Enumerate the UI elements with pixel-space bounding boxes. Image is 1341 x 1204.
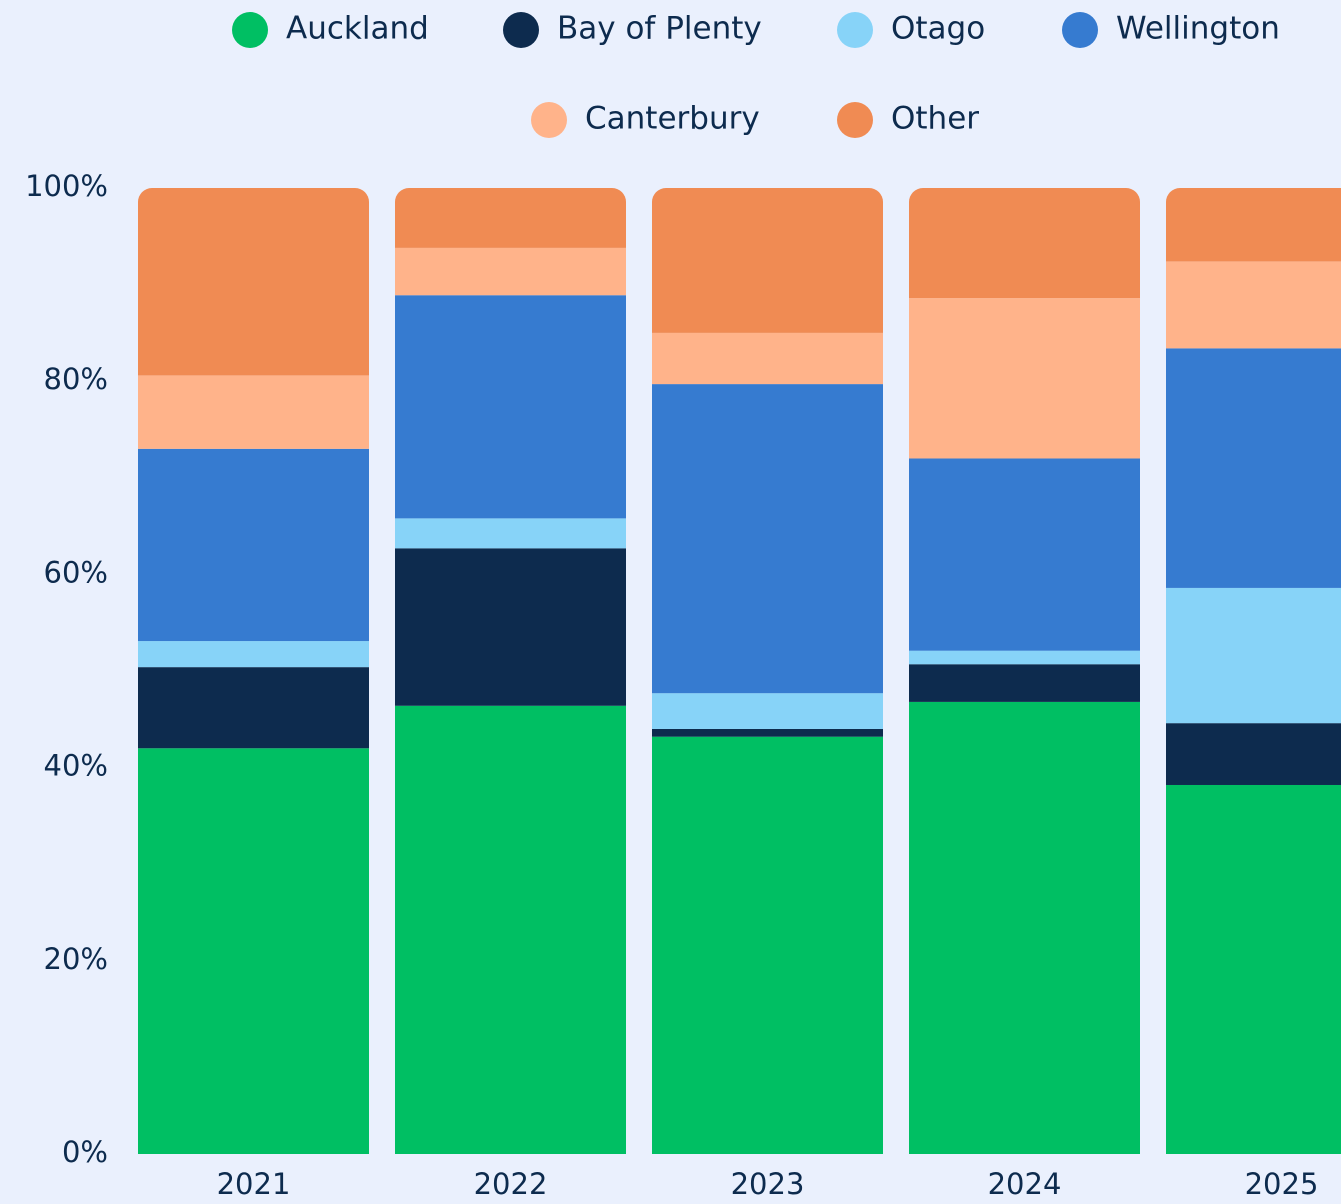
x-tick-label: 2021: [217, 1167, 291, 1201]
legend-label: Other: [891, 101, 979, 137]
y-tick-label: 0%: [62, 1135, 108, 1169]
y-tick-label: 100%: [25, 169, 108, 203]
bar-segment: [138, 188, 369, 376]
bar-segment: [652, 736, 883, 1154]
bar-segment: [138, 748, 369, 1154]
bar-segment: [395, 295, 626, 519]
bar-segment: [909, 458, 1140, 651]
bar-stack: [1166, 188, 1341, 1154]
bar-segment: [395, 518, 626, 549]
bar-segment: [138, 375, 369, 449]
bar-segment: [909, 188, 1140, 299]
bar-segment: [909, 298, 1140, 459]
bar-segment: [395, 705, 626, 1154]
legend-label: Wellington: [1116, 11, 1280, 47]
x-tick-label: 2024: [988, 1167, 1062, 1201]
legend-label: Canterbury: [585, 101, 760, 137]
x-tick-label: 2025: [1245, 1167, 1319, 1201]
y-tick-label: 20%: [44, 942, 108, 976]
bar-segment: [909, 650, 1140, 665]
bar-segment: [395, 548, 626, 706]
x-tick-label: 2022: [474, 1167, 548, 1201]
bar-segment: [652, 384, 883, 694]
bar-segment: [1166, 784, 1341, 1154]
bar-segment: [1166, 723, 1341, 785]
legend-swatch: [232, 12, 268, 48]
bar-segment: [652, 188, 883, 333]
legend-swatch: [1062, 12, 1098, 48]
bar-segment: [1166, 188, 1341, 262]
bar-segment: [652, 693, 883, 729]
bar-stack: [395, 188, 626, 1154]
legend-swatch: [837, 12, 873, 48]
legend-swatch: [837, 102, 873, 138]
bar-stack: [138, 188, 369, 1154]
legend-label: Bay of Plenty: [557, 11, 762, 47]
y-tick-label: 60%: [44, 555, 108, 589]
bar-segment: [909, 664, 1140, 702]
y-tick-label: 40%: [44, 749, 108, 783]
x-tick-label: 2023: [731, 1167, 805, 1201]
bar-segment: [652, 728, 883, 737]
bar-stack: [652, 188, 883, 1154]
bar-segment: [138, 641, 369, 668]
bar-segment: [138, 448, 369, 642]
bar-segment: [395, 188, 626, 248]
bar-segment: [1166, 587, 1341, 724]
bar-segment: [909, 701, 1140, 1154]
y-tick-label: 80%: [44, 362, 108, 396]
legend-swatch: [503, 12, 539, 48]
bar-segment: [652, 332, 883, 385]
bar-stack: [909, 188, 1140, 1154]
bar-segment: [138, 667, 369, 749]
bar-segment: [395, 247, 626, 296]
bar-segment: [1166, 261, 1341, 349]
legend-label: Otago: [891, 11, 985, 47]
legend-label: Auckland: [286, 11, 429, 47]
legend-swatch: [531, 102, 567, 138]
bar-segment: [1166, 348, 1341, 588]
